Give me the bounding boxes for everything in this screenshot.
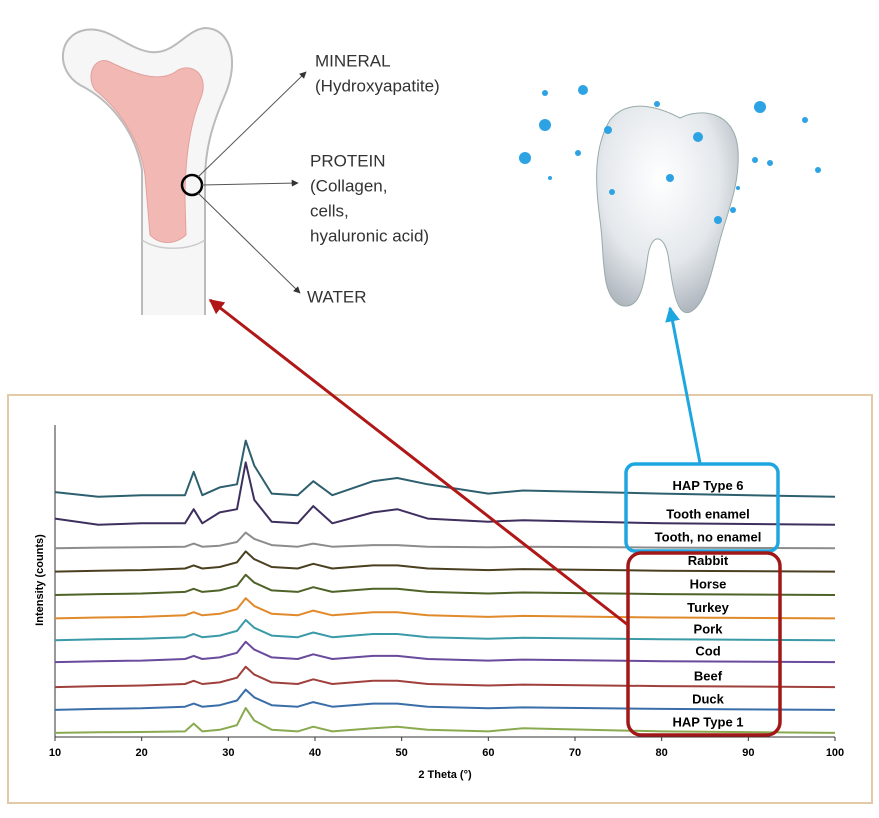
legend-label: Turkey — [687, 600, 729, 615]
data-line — [54, 597, 836, 620]
legend-label: HAP Type 1 — [672, 714, 743, 729]
data-line — [54, 665, 836, 689]
group-box — [624, 462, 780, 553]
plot: 10 20 30 40 50 60 70 80 90 100 — [49, 425, 844, 759]
diagram-label: WATER — [307, 287, 367, 306]
x-tick-label: 20 — [136, 747, 148, 759]
x-tick-label: 60 — [482, 747, 494, 759]
x-tick-label: 10 — [49, 747, 61, 759]
legend-label: Cod — [695, 644, 720, 659]
data-line — [54, 688, 836, 711]
data-line — [54, 619, 836, 642]
legend-label: Duck — [692, 691, 725, 706]
x-tick-label: 90 — [742, 747, 754, 759]
data-line — [54, 531, 836, 550]
x-tick-label: 100 — [826, 747, 844, 759]
legend-label: Rabbit — [688, 553, 729, 568]
data-line — [54, 439, 836, 498]
arrow — [665, 306, 702, 464]
legend-label: Tooth enamel — [666, 506, 750, 521]
diagram-label: (Hydroxyapatite) — [315, 76, 440, 95]
legend-label: Horse — [690, 576, 727, 591]
legend-label: Tooth, no enamel — [655, 530, 762, 545]
diagram-label: MINERAL — [315, 51, 391, 70]
y-axis-label: Intensity (counts) — [34, 534, 46, 626]
data-line — [54, 640, 836, 664]
x-tick-label: 80 — [656, 747, 668, 759]
diagram-label: PROTEIN — [310, 151, 386, 170]
arrow — [208, 298, 629, 627]
group-box — [626, 551, 782, 737]
chart-frame — [7, 394, 873, 804]
data-line — [54, 461, 836, 526]
tooth-illustration — [519, 85, 821, 313]
diagram-label: (Collagen, — [310, 176, 388, 195]
diagram-label: hyaluronic acid) — [310, 226, 429, 245]
data-line — [54, 707, 836, 734]
x-tick-label: 50 — [396, 747, 408, 759]
bone-illustration: MINERAL (Hydroxyapatite) PROTEIN (Collag… — [62, 26, 440, 315]
x-tick-label: 30 — [222, 747, 234, 759]
data-line — [54, 573, 836, 596]
data-line — [54, 550, 836, 573]
x-tick-label: 70 — [569, 747, 581, 759]
legend-label: Beef — [694, 669, 723, 684]
legend-label: HAP Type 6 — [672, 478, 743, 493]
legend-label: Pork — [694, 622, 724, 637]
x-axis-label: 2 Theta (°) — [418, 769, 472, 781]
diagram-label: cells, — [310, 201, 349, 220]
x-tick-label: 40 — [309, 747, 321, 759]
